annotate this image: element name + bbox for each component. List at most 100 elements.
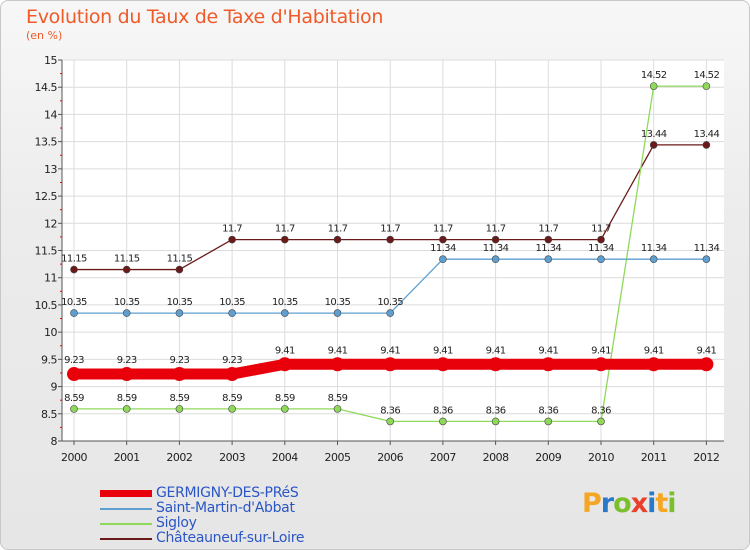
data-point [70,265,78,274]
data-label: 11.34 [694,243,720,254]
y-tick-label: 11 [44,272,57,285]
data-point [544,235,553,244]
proxiti-logo: Proxiti [582,488,677,519]
logo-letter: i [647,488,656,519]
data-point [491,417,500,426]
data-label: 9.23 [169,355,189,366]
data-point [435,357,450,372]
data-point [122,309,131,317]
data-label: 9.23 [222,355,242,366]
data-point [386,235,395,244]
data-point [330,357,345,372]
data-point [439,235,447,244]
data-point [491,235,500,244]
data-point [280,405,289,413]
x-tick-label: 2007 [430,451,456,464]
data-point [333,235,342,244]
data-label: 10.35 [114,297,140,308]
y-tick-label: 15 [44,54,57,67]
y-tick-label: 9 [51,381,58,394]
data-label: 11.7 [380,224,400,235]
data-label: 9.41 [486,345,506,356]
data-point [491,255,500,264]
legend-label: Châteauneuf-sur-Loire [156,530,305,546]
y-tick-label: 8.5 [41,408,57,421]
data-label: 11.34 [430,243,456,254]
data-point [383,357,398,372]
data-point [175,265,184,274]
chart-subtitle: (en %) [26,29,63,42]
data-label: 14.52 [694,70,720,81]
x-tick-label: 2004 [272,451,298,464]
data-label: 8.36 [380,405,400,416]
data-point [280,309,289,317]
logo-letter: x [630,488,648,519]
x-tick-label: 2006 [377,451,403,464]
data-point [386,309,395,317]
data-point [488,357,503,372]
data-point [594,357,608,372]
data-label: 10.35 [272,297,298,308]
data-label: 11.7 [486,224,506,235]
data-label: 10.35 [325,297,351,308]
x-tick-label: 2000 [61,451,87,464]
data-point [541,357,556,372]
data-label: 13.44 [694,129,720,140]
data-label: 11.7 [538,224,558,235]
y-tick-label: 14 [44,108,57,121]
data-label: 8.59 [275,393,295,404]
data-point [228,405,236,413]
data-label: 9.41 [433,345,453,356]
data-point [702,82,711,90]
data-point [646,357,661,372]
data-point [228,309,236,317]
data-point [544,255,553,264]
data-label: 9.41 [328,345,348,356]
data-point [544,417,553,426]
data-point [225,367,240,382]
data-point [439,255,447,264]
data-label: 11.15 [61,254,87,265]
data-label: 11.34 [588,243,614,254]
data-point [649,141,658,149]
legend-label: Sigloy [156,515,197,531]
data-point [119,367,134,382]
data-point [333,309,342,317]
y-tick-label: 13.5 [35,136,58,149]
data-point [70,405,78,413]
data-label: 10.35 [219,297,245,308]
data-label: 10.35 [61,297,87,308]
y-tick-label: 13 [44,163,57,176]
chart-title: Evolution du Taux de Taxe d'Habitation [26,6,384,28]
data-label: 9.23 [64,355,84,366]
data-point [70,309,78,317]
data-label: 8.59 [169,393,189,404]
logo-letter: i [667,488,676,519]
data-label: 8.59 [117,393,137,404]
logo-letter: P [582,488,602,519]
y-tick-label: 14.5 [35,81,58,94]
x-tick-label: 2012 [693,451,719,464]
data-point [122,265,131,274]
data-label: 8.59 [328,393,348,404]
legend-swatch [100,508,152,510]
x-tick-label: 2005 [325,451,351,464]
data-point [333,405,342,413]
y-tick-label: 9.5 [41,353,57,366]
x-tick-label: 2009 [535,451,561,464]
x-tick-label: 2003 [219,451,245,464]
data-label: 11.7 [275,224,295,235]
data-label: 9.41 [538,345,558,356]
data-point [597,235,605,244]
x-tick-label: 2008 [483,451,509,464]
data-label: 8.36 [591,405,611,416]
data-label: 9.41 [644,345,664,356]
legend-label: GERMIGNY-DES-PRéS [156,485,299,501]
data-label: 8.36 [538,405,558,416]
x-tick-label: 2010 [588,451,614,464]
y-tick-label: 12.5 [35,190,58,203]
data-point [386,417,395,426]
data-label: 8.59 [64,393,84,404]
data-label: 14.52 [641,70,667,81]
